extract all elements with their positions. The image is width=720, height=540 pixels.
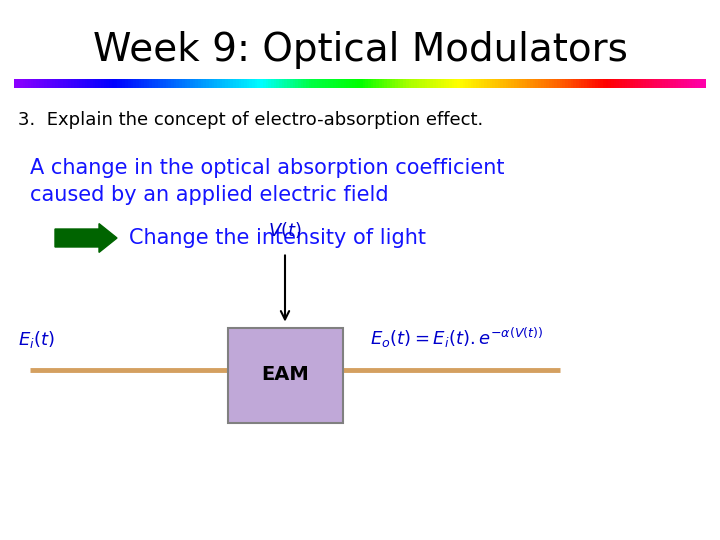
Text: $E_o(t) = E_i(t).e^{-\alpha(V(t))}$: $E_o(t) = E_i(t).e^{-\alpha(V(t))}$ [371, 326, 544, 350]
Text: caused by an applied electric field: caused by an applied electric field [30, 185, 389, 205]
Bar [228, 327, 343, 422]
Text: Week 9: Optical Modulators: Week 9: Optical Modulators [93, 31, 627, 69]
Text: A change in the optical absorption coefficient: A change in the optical absorption coeff… [30, 158, 505, 178]
Text: $V(t)$: $V(t)$ [268, 220, 302, 240]
Text: 3.  Explain the concept of electro-absorption effect.: 3. Explain the concept of electro-absorp… [18, 111, 483, 129]
FancyArrow shape [55, 224, 117, 252]
Text: $E_i(t)$: $E_i(t)$ [18, 329, 55, 350]
Text: EAM: EAM [261, 366, 309, 384]
Text: Change the intensity of light: Change the intensity of light [129, 228, 426, 248]
